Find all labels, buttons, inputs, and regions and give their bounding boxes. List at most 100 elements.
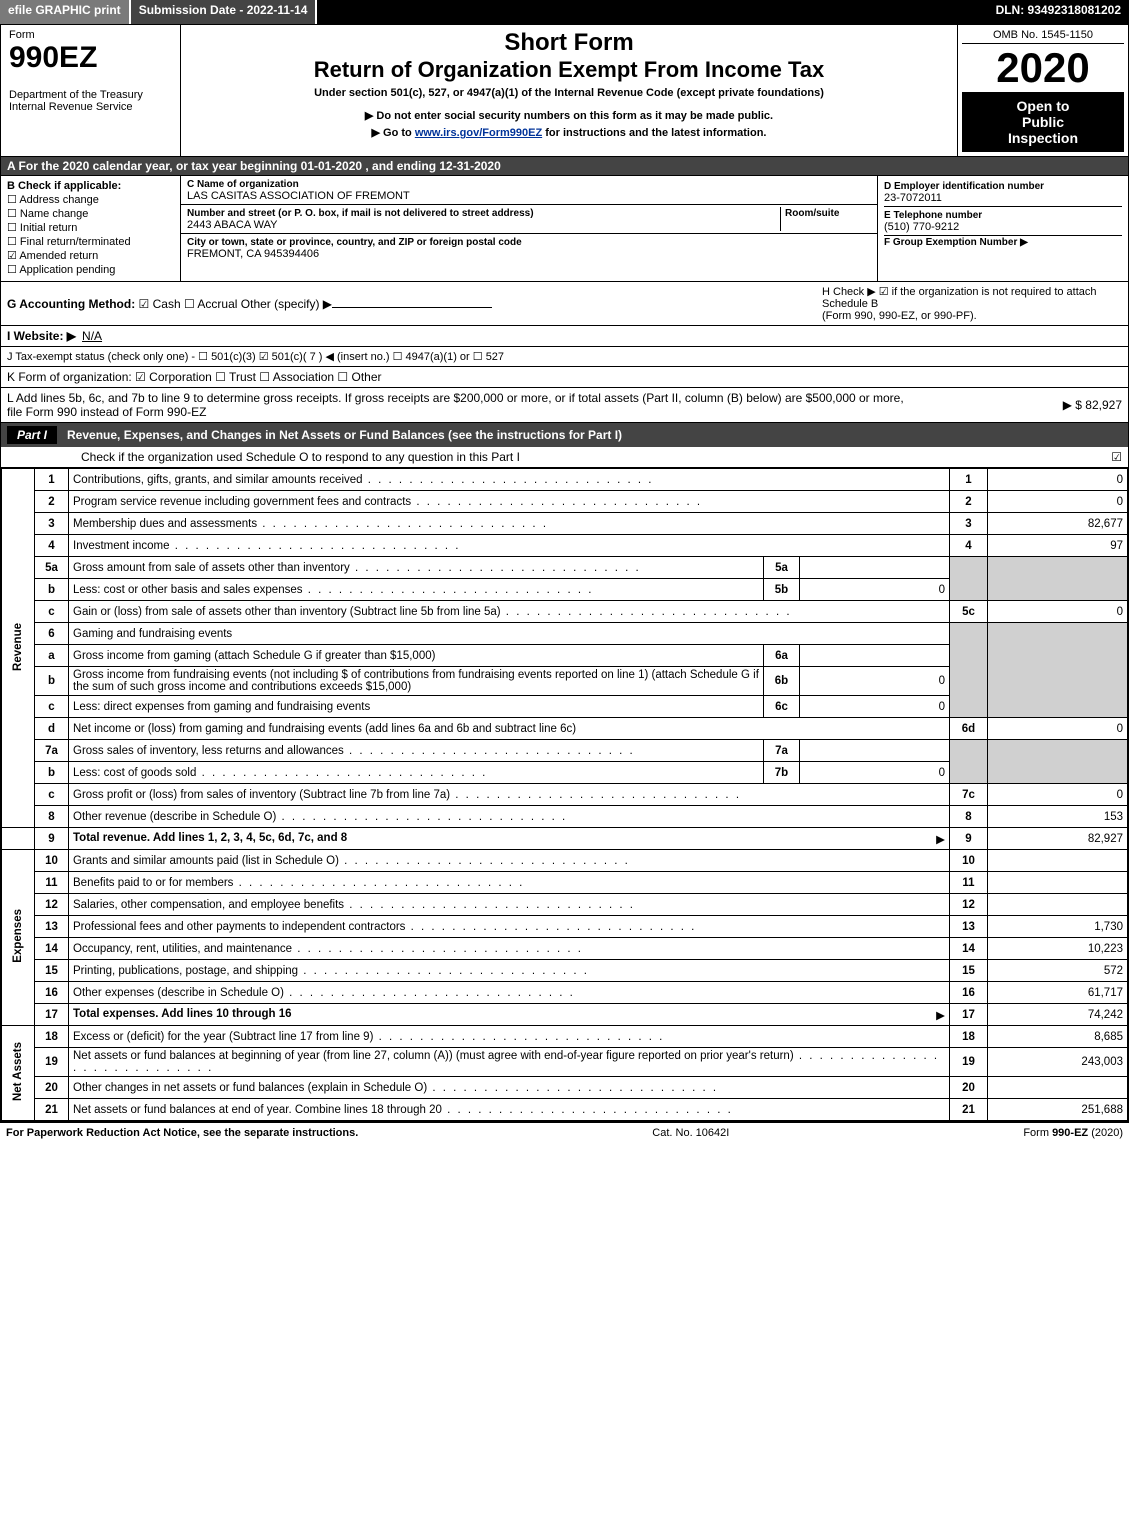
r10-ln: 10 <box>950 850 988 872</box>
org-name: LAS CASITAS ASSOCIATION OF FREMONT <box>187 190 410 202</box>
g-other: Other (specify) ▶ <box>241 297 332 311</box>
r5ab-ln-shade <box>950 557 988 601</box>
r7b-n: b <box>35 762 69 784</box>
page-footer: For Paperwork Reduction Act Notice, see … <box>0 1122 1129 1143</box>
chk-address-change[interactable]: Address change <box>7 193 174 206</box>
r17-d: Total expenses. Add lines 10 through 16 … <box>69 1004 950 1026</box>
header-left: Form 990EZ Department of the Treasury In… <box>1 25 181 156</box>
r5a-ma <box>800 557 950 579</box>
goto-pre: ▶ Go to <box>372 127 415 139</box>
chk-application-pending[interactable]: Application pending <box>7 263 174 276</box>
r6d-n: d <box>35 718 69 740</box>
r1-n: 1 <box>35 469 69 491</box>
dept-label: Department of the Treasury <box>9 89 172 101</box>
line-i: I Website: ▶ N/A <box>1 326 1128 347</box>
subtitle-3: ▶ Go to www.irs.gov/Form990EZ for instru… <box>189 126 949 139</box>
r8-d: Other revenue (describe in Schedule O) <box>69 806 950 828</box>
r8-n: 8 <box>35 806 69 828</box>
r5b-ma: 0 <box>800 579 950 601</box>
r8-ln: 8 <box>950 806 988 828</box>
r5b-d: Less: cost or other basis and sales expe… <box>69 579 764 601</box>
r10-a <box>988 850 1128 872</box>
r7c-a: 0 <box>988 784 1128 806</box>
r19-n: 19 <box>35 1048 69 1077</box>
open-line3: Inspection <box>966 130 1120 146</box>
r3-n: 3 <box>35 513 69 535</box>
return-title: Return of Organization Exempt From Incom… <box>189 57 949 83</box>
line-k: K Form of organization: ☑ Corporation ☐ … <box>1 367 1128 388</box>
efile-label[interactable]: efile GRAPHIC print <box>0 0 131 24</box>
irs-link[interactable]: www.irs.gov/Form990EZ <box>415 127 542 139</box>
r11-n: 11 <box>35 872 69 894</box>
r12-ln: 12 <box>950 894 988 916</box>
g-accrual: Accrual <box>197 297 237 311</box>
f-label: F Group Exemption Number ▶ <box>884 237 1028 248</box>
netassets-side-label: Net Assets <box>2 1026 35 1121</box>
r6-a-shade <box>988 623 1128 718</box>
rev-side-bottom <box>2 828 35 850</box>
footer-mid: Cat. No. 10642I <box>652 1127 729 1139</box>
line-g-h: G Accounting Method: ☑ Cash ☐ Accrual Ot… <box>1 282 1128 326</box>
r6-ln-shade <box>950 623 988 718</box>
r5b-n: b <box>35 579 69 601</box>
r6-d: Gaming and fundraising events <box>69 623 950 645</box>
r6c-d: Less: direct expenses from gaming and fu… <box>69 696 764 718</box>
r9-d: Total revenue. Add lines 1, 2, 3, 4, 5c,… <box>69 828 950 850</box>
r18-ln: 18 <box>950 1026 988 1048</box>
form-outer: Form 990EZ Department of the Treasury In… <box>0 24 1129 1122</box>
chk-name-change[interactable]: Name change <box>7 207 174 220</box>
dln-label: DLN: 93492318081202 <box>988 0 1129 24</box>
form-header: Form 990EZ Department of the Treasury In… <box>1 25 1128 157</box>
box-d: D Employer identification number 23-7072… <box>884 178 1122 207</box>
h-text2: (Form 990, 990-EZ, or 990-PF). <box>822 310 1122 322</box>
r5a-mn: 5a <box>764 557 800 579</box>
org-name-cell: C Name of organization LAS CASITAS ASSOC… <box>181 176 877 205</box>
line-g: G Accounting Method: ☑ Cash ☐ Accrual Ot… <box>7 296 492 311</box>
r16-d: Other expenses (describe in Schedule O) <box>69 982 950 1004</box>
goto-post: for instructions and the latest informat… <box>542 127 766 139</box>
line-a: A For the 2020 calendar year, or tax yea… <box>1 157 1128 176</box>
r7b-d: Less: cost of goods sold <box>69 762 764 784</box>
chk-initial-return[interactable]: Initial return <box>7 221 174 234</box>
form-number: 990EZ <box>9 41 172 75</box>
chk-final-return[interactable]: Final return/terminated <box>7 235 174 248</box>
r6c-n: c <box>35 696 69 718</box>
r2-d: Program service revenue including govern… <box>69 491 950 513</box>
r17-n: 17 <box>35 1004 69 1026</box>
r17-a: 74,242 <box>988 1004 1128 1026</box>
r11-a <box>988 872 1128 894</box>
r13-n: 13 <box>35 916 69 938</box>
r11-ln: 11 <box>950 872 988 894</box>
ein-value: 23-7072011 <box>884 192 942 204</box>
r6d-a: 0 <box>988 718 1128 740</box>
r7ab-a-shade <box>988 740 1128 784</box>
r5c-ln: 5c <box>950 601 988 623</box>
l-text: L Add lines 5b, 6c, and 7b to line 9 to … <box>7 391 907 419</box>
r18-a: 8,685 <box>988 1026 1128 1048</box>
r14-ln: 14 <box>950 938 988 960</box>
r16-ln: 16 <box>950 982 988 1004</box>
top-bar: efile GRAPHIC print Submission Date - 20… <box>0 0 1129 24</box>
omb-number: OMB No. 1545-1150 <box>962 29 1124 44</box>
r1-d: Contributions, gifts, grants, and simila… <box>69 469 950 491</box>
r5c-n: c <box>35 601 69 623</box>
open-line2: Public <box>966 114 1120 130</box>
r3-a: 82,677 <box>988 513 1128 535</box>
d-label: D Employer identification number <box>884 181 1044 192</box>
r6a-mn: 6a <box>764 645 800 667</box>
g-other-blank[interactable] <box>332 296 492 308</box>
r21-n: 21 <box>35 1099 69 1121</box>
r7b-ma: 0 <box>800 762 950 784</box>
box-e: E Telephone number (510) 770-9212 <box>884 207 1122 236</box>
r5a-d: Gross amount from sale of assets other t… <box>69 557 764 579</box>
r17-ln: 17 <box>950 1004 988 1026</box>
chk-amended-return[interactable]: Amended return <box>7 249 174 262</box>
r13-a: 1,730 <box>988 916 1128 938</box>
r2-ln: 2 <box>950 491 988 513</box>
r7a-d: Gross sales of inventory, less returns a… <box>69 740 764 762</box>
part-i-tag: Part I <box>7 426 57 444</box>
subtitle-2: ▶ Do not enter social security numbers o… <box>189 109 949 122</box>
footer-left: For Paperwork Reduction Act Notice, see … <box>6 1127 358 1139</box>
r15-n: 15 <box>35 960 69 982</box>
room-label: Room/suite <box>785 208 839 219</box>
